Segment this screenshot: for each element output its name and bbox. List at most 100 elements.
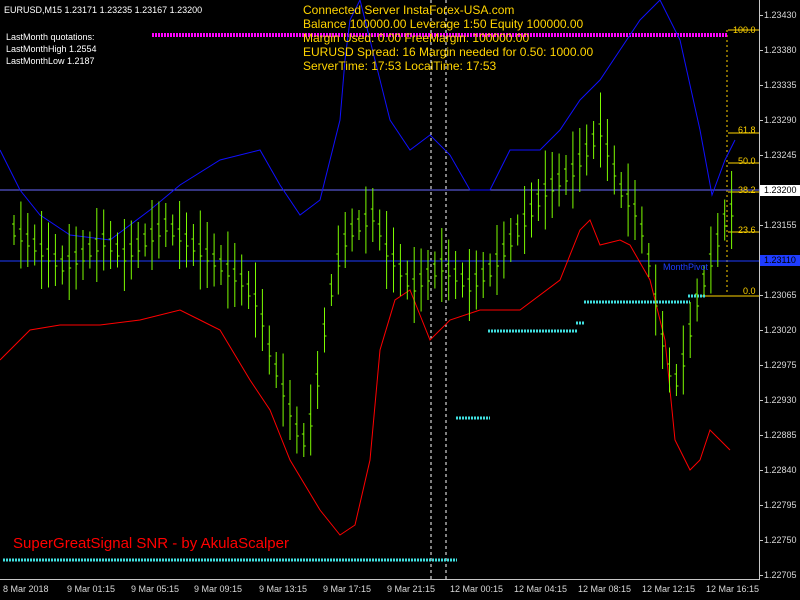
price-bar (384, 211, 389, 289)
price-bar (239, 254, 244, 306)
price-bar (446, 239, 451, 301)
price-bar (688, 302, 693, 358)
price-bar (308, 384, 313, 456)
price-bar (639, 206, 644, 254)
price-axis[interactable]: 1.23430 1.23380 1.23335 1.23290 1.23245 1.232… (760, 0, 800, 580)
price-bar (267, 325, 272, 375)
price-bar (357, 210, 361, 240)
price-bar (432, 251, 437, 289)
info-time: ServerTime: 17:53 LocalTime: 17:53 (303, 59, 497, 73)
last-month-high: LastMonthHigh 1.2554 (6, 44, 97, 54)
info-spread: EURUSD Spread: 16 Margin needed for 0.50… (303, 45, 594, 59)
price-bar (398, 244, 403, 296)
price-bar (94, 208, 99, 282)
info-balance: Balance 100000.00 Leverage 1:50 Equity 1… (303, 17, 584, 31)
fib-level-61: 61.8 (738, 125, 756, 135)
current-price-badge: 1.23200 (760, 185, 800, 196)
price-bar (681, 325, 686, 395)
price-tick: 1.22930 (760, 395, 797, 405)
price-bar (32, 224, 37, 266)
price-bar (557, 153, 562, 207)
price-bar (550, 152, 555, 218)
price-bar (667, 347, 672, 393)
price-bar (246, 271, 251, 309)
fib-level-38: 38.2 (738, 185, 756, 195)
price-bar (577, 128, 582, 192)
price-bar (191, 224, 196, 266)
price-bar (322, 307, 327, 353)
price-bar (660, 311, 665, 369)
price-tick: 1.23020 (760, 325, 797, 335)
price-tick: 1.22840 (760, 465, 797, 475)
fib-level-100: 100.0 (733, 25, 756, 35)
symbol-name: EURUSD,M15 (4, 5, 63, 15)
price-bar (177, 201, 182, 269)
price-bar (336, 225, 341, 295)
price-bar (570, 131, 575, 209)
price-bar (605, 119, 610, 181)
price-bar (653, 264, 658, 336)
lower-band-line (0, 219, 731, 536)
price-bar (522, 186, 527, 254)
time-tick: 9 Mar 13:15 (259, 584, 308, 594)
price-bar (598, 92, 603, 168)
time-tick: 12 Mar 04:15 (514, 584, 568, 594)
price-bar (412, 247, 417, 323)
price-bar (488, 253, 493, 287)
price-bar (495, 225, 499, 295)
price-bar (39, 211, 44, 289)
price-bar (453, 251, 458, 299)
price-bar (474, 250, 479, 310)
price-bar (115, 232, 120, 268)
price-bar (163, 203, 168, 247)
pivot-price-badge: 1.23110 (760, 255, 800, 266)
price-bar (343, 212, 348, 268)
price-bar (370, 188, 375, 242)
price-tick: 1.22885 (760, 430, 797, 440)
price-bar (350, 208, 355, 252)
price-tick: 1.23155 (760, 220, 797, 230)
price-bar (87, 231, 92, 269)
price-bar (143, 223, 148, 257)
price-bar (564, 155, 568, 195)
price-bar (232, 243, 237, 307)
price-bar (315, 351, 320, 409)
price-bar (501, 221, 506, 279)
price-bar (46, 222, 51, 288)
price-bar (626, 163, 631, 237)
price-bar (584, 124, 589, 176)
price-bar (708, 226, 713, 294)
price-bar (426, 250, 430, 300)
time-tick: 9 Mar 01:15 (67, 584, 116, 594)
price-bar (695, 278, 700, 322)
price-bar (219, 245, 223, 285)
ohlc-values: 1.23171 1.23235 1.23167 1.23200 (64, 5, 203, 15)
price-bar (515, 214, 520, 246)
price-tick: 1.23290 (760, 115, 797, 125)
price-bar (150, 200, 154, 270)
price-bar (729, 171, 734, 249)
price-bar (405, 260, 410, 300)
price-bar (136, 222, 141, 268)
time-tick: 8 Mar 2018 (3, 584, 49, 594)
price-bar (101, 209, 106, 271)
last-month-title: LastMonth quotations: (6, 32, 95, 42)
price-bar (722, 199, 727, 241)
price-tick: 1.23430 (760, 10, 797, 20)
time-tick: 12 Mar 08:15 (578, 584, 632, 594)
price-tick: 1.22705 (760, 570, 797, 580)
chart-area[interactable] (0, 0, 760, 580)
price-bar (439, 228, 444, 302)
time-axis[interactable]: 8 Mar 2018 9 Mar 01:15 9 Mar 05:15 9 Mar 09… (0, 580, 800, 600)
price-bar (481, 252, 486, 298)
time-tick: 9 Mar 09:15 (194, 584, 243, 594)
time-tick: 9 Mar 21:15 (387, 584, 436, 594)
price-bar (363, 186, 368, 254)
last-month-low: LastMonthLow 1.2187 (6, 56, 95, 66)
price-chart[interactable] (0, 0, 760, 580)
time-tick: 9 Mar 05:15 (131, 584, 180, 594)
fib-level-0: 0.0 (743, 286, 756, 296)
price-tick: 1.23335 (760, 80, 797, 90)
price-bar (25, 213, 30, 267)
price-bar (288, 380, 292, 440)
